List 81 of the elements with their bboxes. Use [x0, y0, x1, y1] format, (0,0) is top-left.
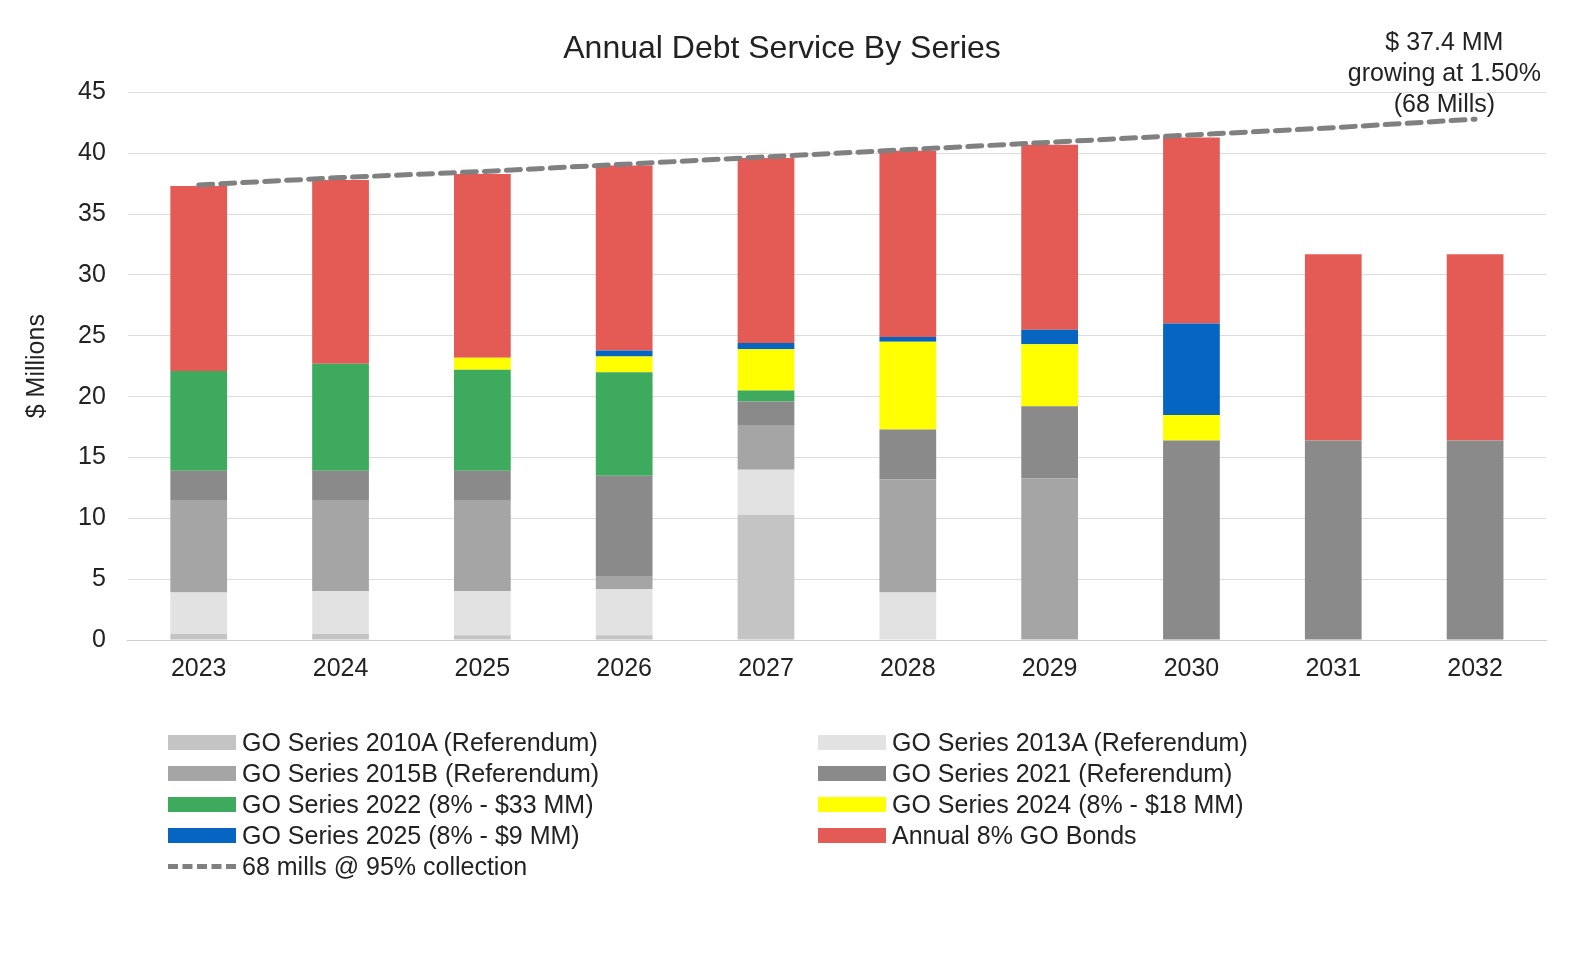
bar	[453, 500, 511, 592]
bar	[170, 371, 228, 471]
bar	[1304, 254, 1362, 441]
legend-label: GO Series 2010A (Referendum)	[242, 728, 598, 757]
legend-label: GO Series 2013A (Referendum)	[892, 728, 1248, 757]
bar	[312, 363, 369, 471]
bar	[453, 591, 511, 636]
bar	[170, 470, 228, 501]
bar	[312, 180, 369, 364]
bar	[1163, 440, 1220, 640]
legend-label: GO Series 2025 (8% - $9 MM)	[242, 821, 580, 850]
bar	[1304, 440, 1362, 640]
legend-label: GO Series 2022 (8% - $33 MM)	[242, 790, 594, 819]
x-tick-label: 2025	[454, 652, 511, 681]
bar	[312, 500, 369, 592]
bar	[737, 401, 795, 426]
bar	[1021, 344, 1078, 407]
y-tick-label: 35	[78, 197, 106, 226]
legend-label: GO Series 2021 (Referendum)	[892, 759, 1233, 788]
bar	[1163, 137, 1220, 324]
bar	[170, 592, 228, 634]
legend-label: Annual 8% GO Bonds	[892, 821, 1137, 850]
bar	[737, 343, 795, 350]
bar	[453, 369, 511, 471]
bar	[595, 588, 653, 636]
bar	[595, 475, 653, 577]
bar	[170, 500, 228, 593]
annotation: $ 37.4 MM growing at 1.50% (68 Mills)	[1347, 26, 1541, 119]
bar	[1163, 323, 1220, 415]
y-tick-label: 10	[78, 502, 106, 531]
bar	[1021, 329, 1078, 345]
bar	[1446, 254, 1504, 441]
bar	[595, 372, 653, 476]
bar	[737, 158, 795, 344]
y-tick-label: 40	[78, 137, 106, 166]
bar	[879, 341, 937, 430]
bar	[879, 479, 937, 593]
bar	[879, 337, 937, 342]
bar	[312, 591, 369, 634]
chart-title: Annual Debt Service By Series	[563, 29, 1001, 66]
legend-label: GO Series 2015B (Referendum)	[242, 759, 600, 788]
y-tick-label: 30	[78, 258, 106, 287]
x-tick-label: 2032	[1447, 652, 1503, 681]
bar	[595, 576, 653, 589]
bar	[879, 150, 937, 337]
y-axis-title: $ Millions	[20, 314, 49, 419]
y-tick-label: 5	[91, 563, 106, 592]
bar	[453, 357, 511, 370]
legend-label: GO Series 2024 (8% - $18 MM)	[892, 790, 1244, 819]
bar	[1021, 144, 1078, 330]
legend-label: 68 mills @ 95% collection	[242, 852, 528, 881]
bar	[1163, 414, 1220, 441]
bar	[312, 470, 369, 501]
y-tick-label: 0	[91, 623, 106, 652]
x-tick-label: 2023	[170, 652, 227, 681]
bar	[737, 349, 795, 391]
bar	[595, 356, 653, 373]
y-tick-label: 25	[78, 319, 106, 348]
x-tick-label: 2024	[312, 652, 369, 681]
x-tick-label: 2026	[596, 652, 652, 681]
y-tick-label: 15	[78, 441, 106, 470]
bar	[879, 429, 937, 480]
bar	[453, 470, 511, 501]
bar	[1021, 406, 1078, 479]
bar	[737, 390, 795, 402]
x-tick-label: 2030	[1163, 652, 1220, 681]
bar	[1021, 478, 1078, 640]
bar	[170, 186, 228, 372]
y-tick-label: 45	[78, 76, 106, 105]
bar	[595, 350, 653, 357]
x-tick-label: 2029	[1021, 652, 1078, 681]
bar	[737, 469, 795, 515]
bar	[595, 165, 653, 351]
x-tick-label: 2028	[880, 652, 936, 681]
bar	[879, 592, 937, 640]
bar	[453, 173, 511, 358]
x-tick-label: 2027	[738, 652, 794, 681]
bar	[1446, 440, 1504, 640]
bar	[737, 425, 795, 470]
y-tick-label: 20	[78, 380, 106, 409]
x-tick-label: 2031	[1305, 652, 1362, 681]
